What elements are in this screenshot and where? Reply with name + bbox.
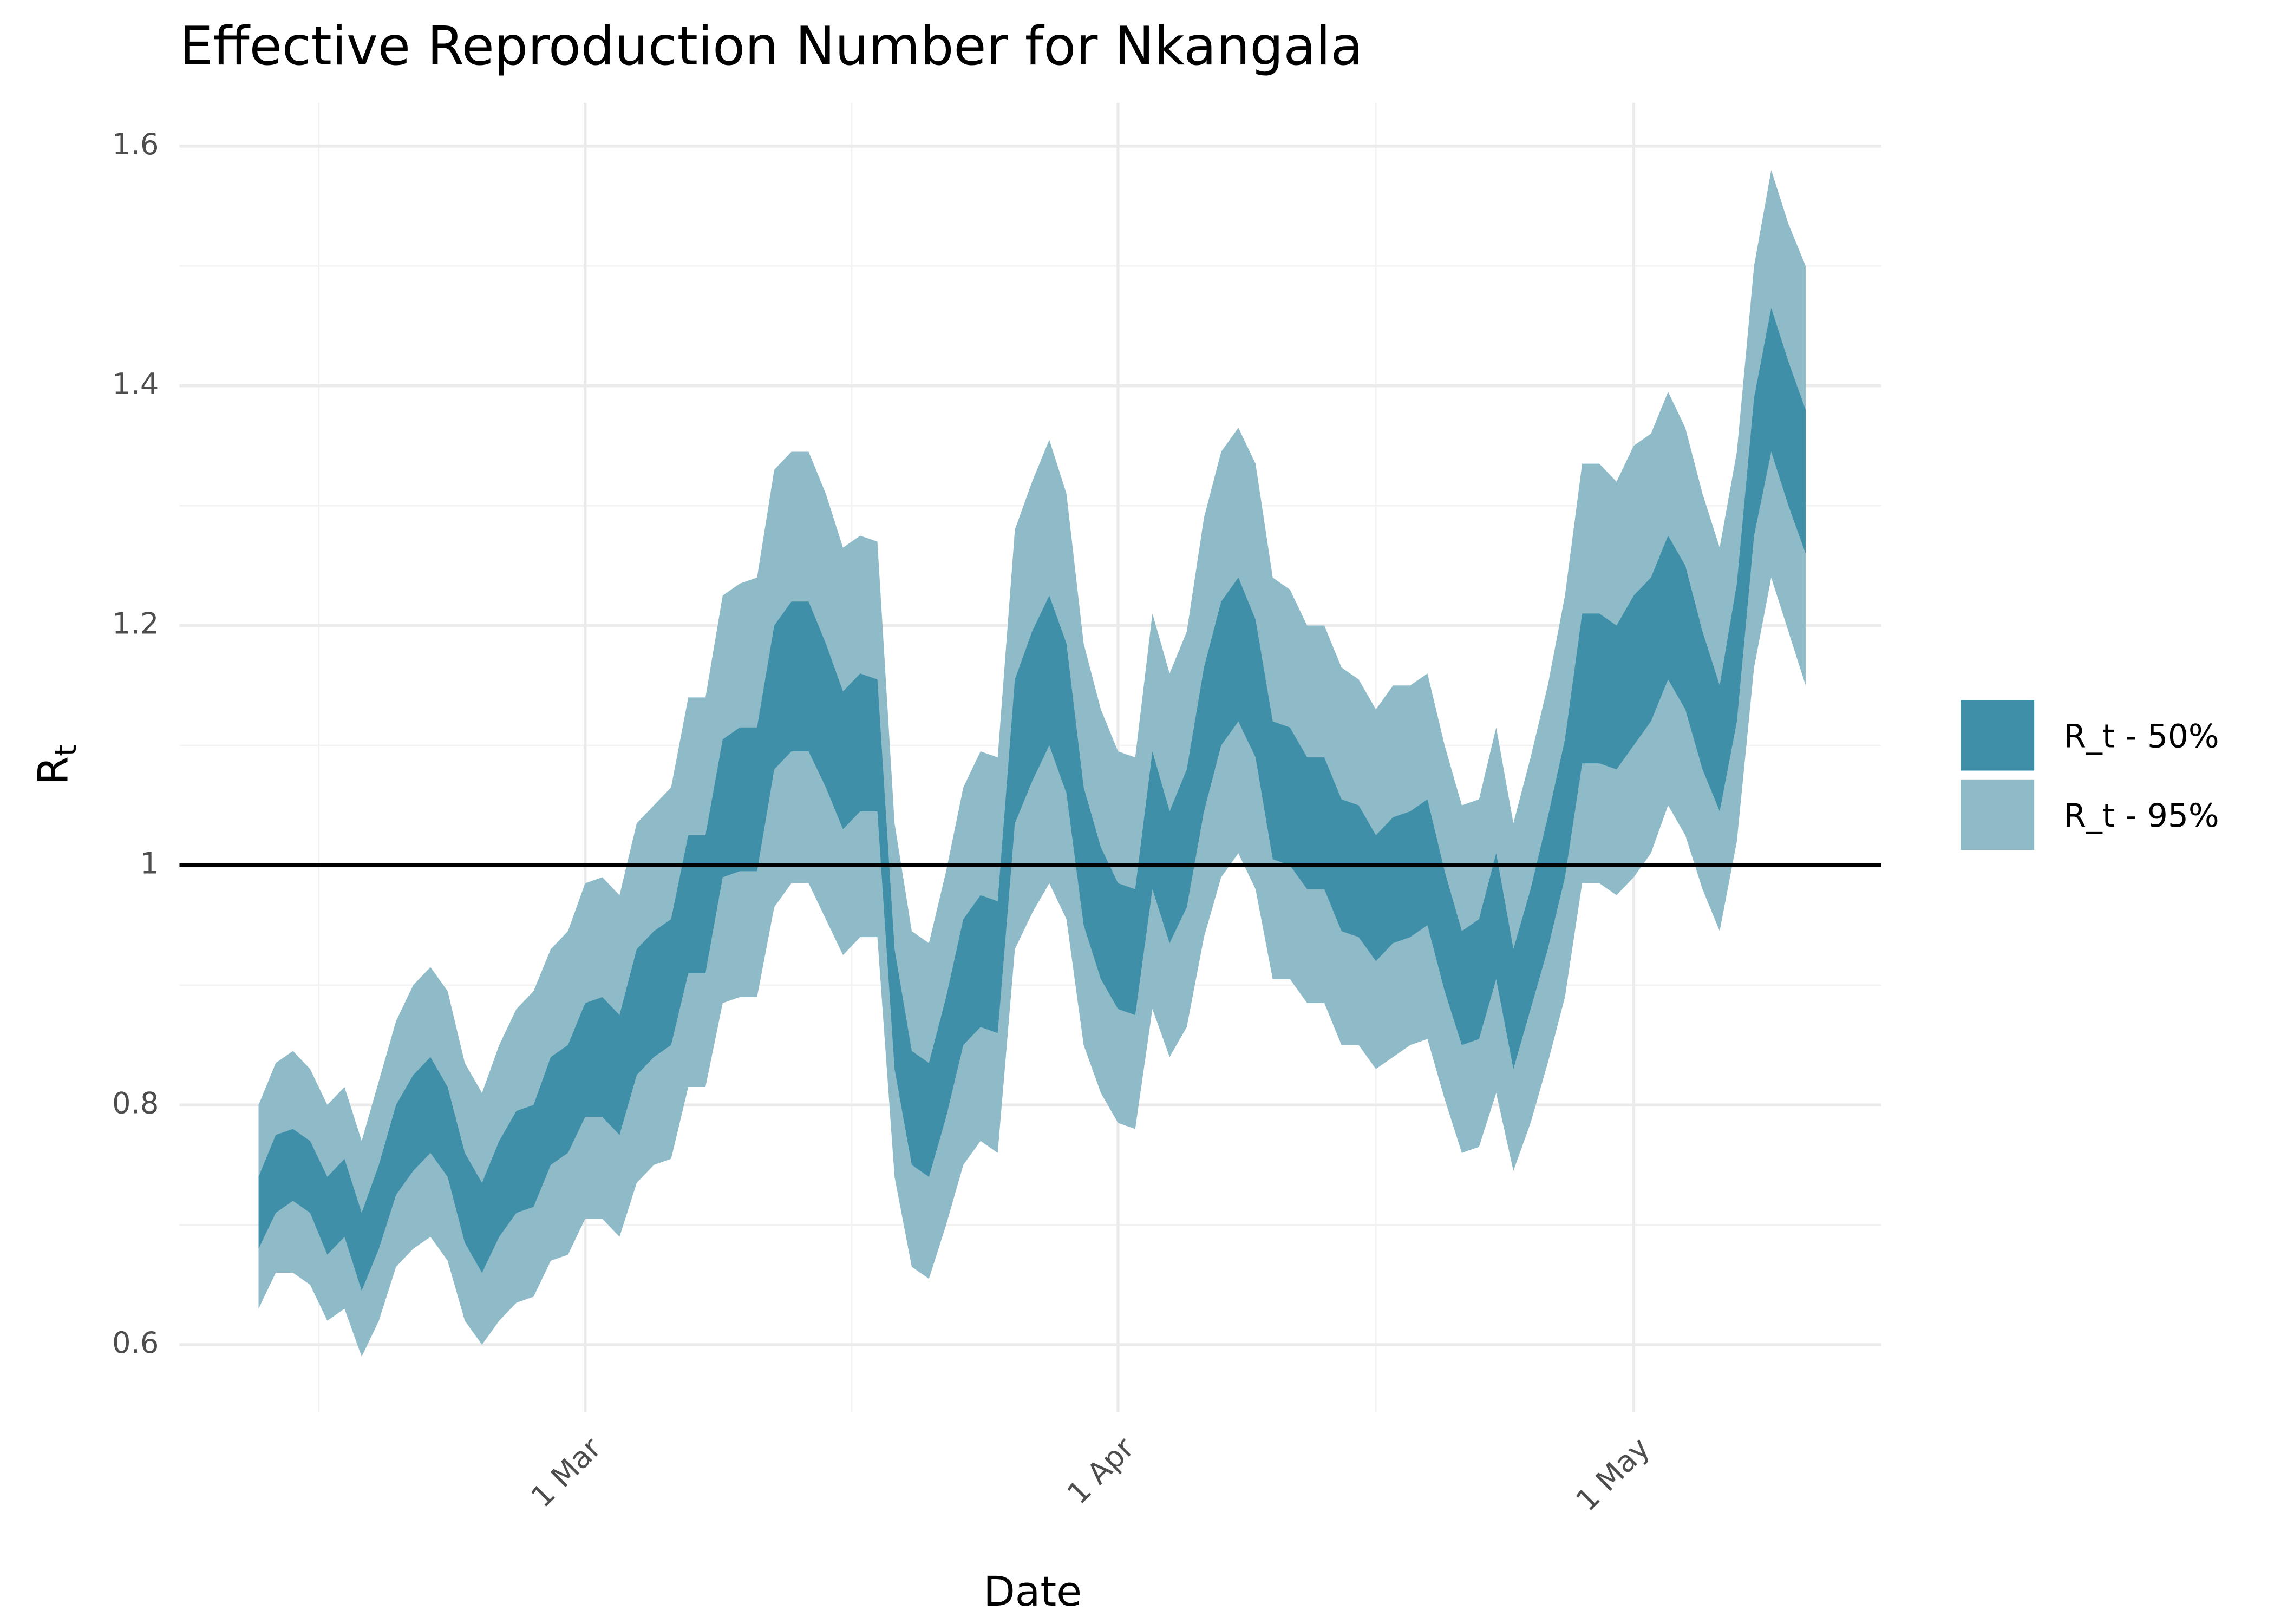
legend-key [1961, 700, 2035, 771]
legend-key [1961, 779, 2035, 850]
x-tick-label: 1 Mar [525, 1431, 608, 1514]
y-tick-label: 0.6 [112, 1326, 159, 1360]
y-tick-label: 1 [140, 846, 159, 880]
x-tick-label: 1 May [1569, 1431, 1656, 1518]
y-tick-label: 1.4 [112, 367, 159, 401]
legend-label: R_t - 95% [2063, 797, 2219, 835]
ribbon [258, 307, 1806, 1291]
legend-label: R_t - 50% [2063, 718, 2219, 755]
chart-title: Effective Reproduction Number for Nkanga… [179, 16, 1363, 77]
x-tick-label: 1 Apr [1061, 1431, 1141, 1511]
y-tick-label: 1.2 [112, 607, 159, 641]
y-axis-title-main: R [29, 756, 77, 785]
y-axis-title-sub: t [49, 745, 83, 756]
y-tick-label: 1.6 [112, 127, 159, 161]
y-axis-title: Rt [29, 745, 83, 785]
x-axis-title: Date [983, 1567, 1082, 1615]
y-tick-label: 0.8 [112, 1086, 159, 1120]
